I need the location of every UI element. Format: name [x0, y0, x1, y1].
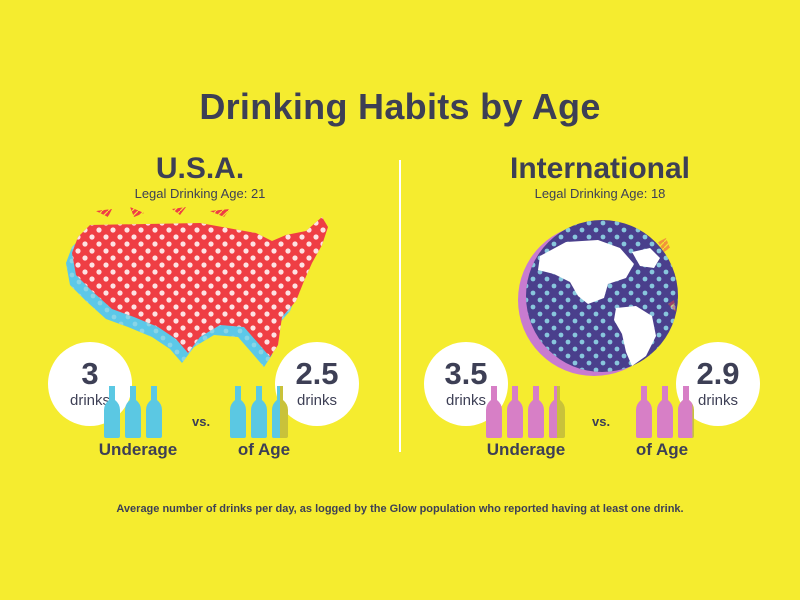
intl-underage-value: 3.5 [444, 356, 488, 391]
intl-underage-label: Underage [486, 440, 566, 459]
intl-of-age-unit: drinks [697, 392, 738, 409]
usa-of-age-unit: drinks [296, 392, 337, 409]
bottle-icon [125, 386, 141, 438]
usa-underage-value: 3 [81, 356, 99, 391]
globe-illustration [518, 220, 678, 376]
bottle-icon [549, 386, 565, 438]
bottle-icon [251, 386, 267, 438]
page-title: Drinking Habits by Age [199, 86, 601, 127]
usa-title: U.S.A. [155, 152, 245, 185]
bottle-icon [272, 386, 288, 438]
intl-of-age-bottles [636, 386, 694, 438]
intl-underage-unit: drinks [445, 392, 486, 409]
intl-of-age-label: of Age [635, 440, 689, 459]
footnote: Average number of drinks per day, as log… [116, 503, 684, 515]
usa-of-age-bubble: 2.5 drinks [275, 342, 359, 426]
usa-of-age-value: 2.5 [295, 356, 339, 391]
usa-of-age-label: of Age [237, 440, 291, 459]
bottle-icon [230, 386, 246, 438]
bottle-icon [657, 386, 673, 438]
bottle-icon [146, 386, 162, 438]
usa-map-illustration [66, 207, 328, 367]
bottle-icon [528, 386, 544, 438]
bottle-icon [636, 386, 652, 438]
usa-underage-bottles [104, 386, 162, 438]
usa-of-age-bottles [230, 386, 288, 438]
usa-underage-bubble: 3 drinks [48, 342, 132, 426]
bottle-icon [507, 386, 523, 438]
intl-vs-label: vs. [592, 414, 611, 429]
intl-of-age-value: 2.9 [696, 356, 740, 391]
usa-underage-unit: drinks [69, 392, 110, 409]
bottle-icon [104, 386, 120, 438]
usa-vs-label: vs. [192, 414, 211, 429]
intl-underage-bottles [486, 386, 565, 438]
international-title: International [509, 152, 690, 185]
bottle-icon [486, 386, 502, 438]
section-divider [399, 160, 401, 452]
usa-legal-age: Legal Drinking Age: 21 [134, 186, 266, 201]
usa-underage-label: Underage [98, 440, 178, 459]
bottle-icon [678, 386, 694, 438]
international-legal-age: Legal Drinking Age: 18 [534, 186, 666, 201]
